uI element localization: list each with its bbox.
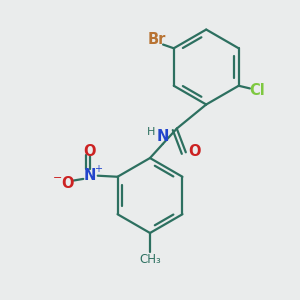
Text: Cl: Cl xyxy=(250,82,265,98)
Text: H: H xyxy=(147,127,155,137)
Text: Br: Br xyxy=(147,32,166,47)
Text: O: O xyxy=(188,144,201,159)
Text: N: N xyxy=(156,129,169,144)
Text: O: O xyxy=(83,144,96,159)
Text: −: − xyxy=(53,173,62,183)
Text: O: O xyxy=(61,176,74,191)
Text: +: + xyxy=(94,164,102,174)
Text: CH₃: CH₃ xyxy=(139,253,161,266)
Text: N: N xyxy=(83,168,96,183)
